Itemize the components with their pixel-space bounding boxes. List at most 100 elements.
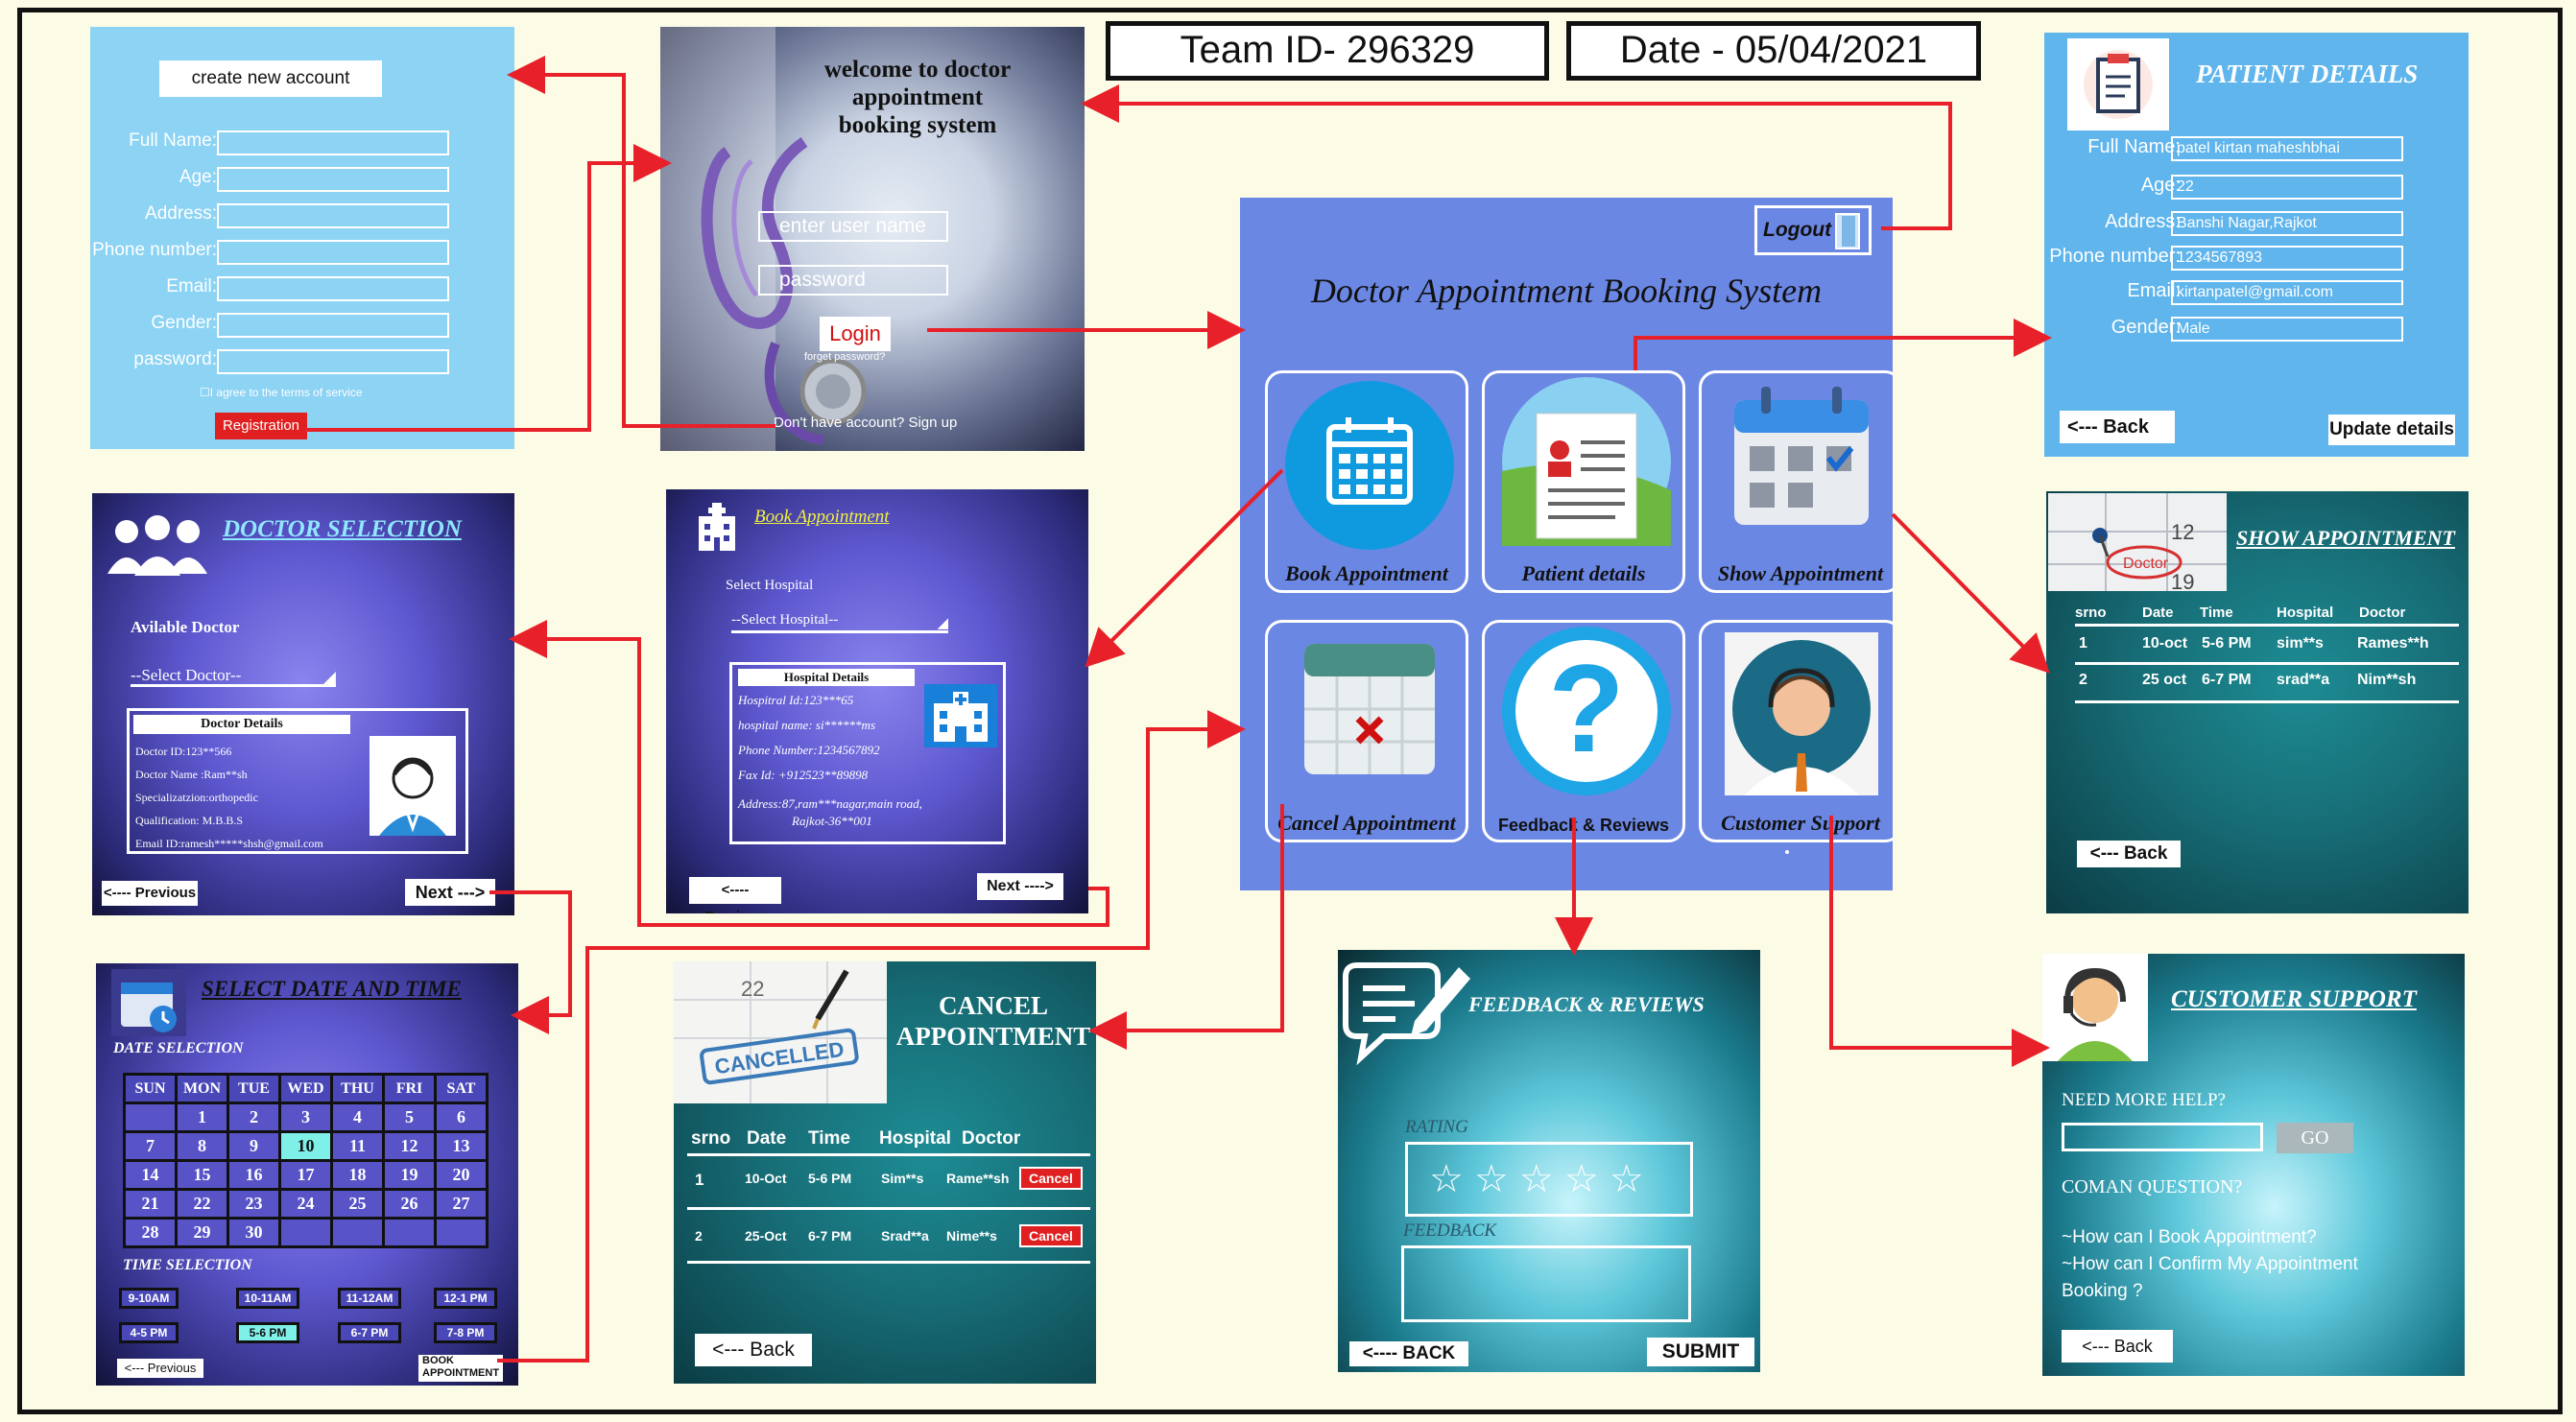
calendar-day[interactable]: 13 [434, 1130, 489, 1162]
tile-feedback-reviews[interactable]: ? Feedback & Reviews [1482, 620, 1685, 842]
time-slot[interactable]: 11-12AM [338, 1288, 401, 1309]
calendar-day[interactable]: 29 [175, 1217, 229, 1248]
username-input[interactable]: enter user name [758, 211, 948, 242]
checkbox-icon[interactable]: ☐ [200, 386, 210, 399]
calendar-empty [434, 1217, 489, 1248]
back-button[interactable]: <--- Back [2077, 841, 2181, 867]
patient-value-gender[interactable]: Male [2171, 317, 2403, 342]
registration-button[interactable]: Registration [215, 413, 307, 439]
help-input[interactable] [2062, 1123, 2263, 1151]
hospital-select[interactable]: --Select Hospital-- ◢ [731, 612, 948, 633]
cancel-button[interactable]: Cancel [1019, 1167, 1083, 1190]
tile-cancel-appointment[interactable]: Cancel Appointment [1265, 620, 1468, 842]
input-password[interactable] [217, 349, 449, 374]
calendar-day[interactable]: 6 [434, 1102, 489, 1133]
go-button[interactable]: GO [2277, 1123, 2353, 1153]
calendar-day[interactable]: 2 [227, 1102, 281, 1133]
signup-link[interactable]: Don't have account? Sign up [774, 415, 958, 431]
back-button[interactable]: <--- Back [695, 1334, 812, 1366]
calendar-day[interactable]: 16 [227, 1159, 281, 1191]
time-slot[interactable]: 7-8 PM [434, 1322, 497, 1343]
patient-value-address[interactable]: Banshi Nagar,Rajkot [2171, 211, 2403, 236]
calendar-day[interactable]: 24 [278, 1188, 333, 1220]
calendar-day[interactable]: 12 [382, 1130, 437, 1162]
svg-text:12: 12 [2171, 520, 2194, 544]
patient-value-age[interactable]: 22 [2171, 175, 2403, 200]
next-button[interactable]: Next ---> [405, 879, 495, 906]
back-button[interactable]: <--- Back [2062, 1330, 2173, 1363]
rating-stars[interactable]: ☆ ☆ ☆ ☆ ☆ [1405, 1142, 1693, 1217]
update-details-button[interactable]: Update details [2328, 415, 2455, 445]
calendar-day[interactable]: 27 [434, 1188, 489, 1220]
calendar-day[interactable]: 14 [123, 1159, 178, 1191]
calendar-day[interactable]: 7 [123, 1130, 178, 1162]
book-appointment-button[interactable]: BOOK APPOINTMENT [418, 1355, 503, 1382]
calendar-day[interactable]: 10 [278, 1130, 333, 1162]
forgot-password-link[interactable]: forget password? [804, 351, 886, 363]
previous-button[interactable]: <--- Previous [117, 1359, 203, 1378]
cancel-button[interactable]: Cancel [1019, 1224, 1083, 1247]
cell: Rame**sh [946, 1171, 1010, 1186]
calendar-day[interactable]: 18 [330, 1159, 385, 1191]
patient-value-phone[interactable]: 1234567893 [2171, 246, 2403, 271]
calendar-day[interactable]: 3 [278, 1102, 333, 1133]
input-email[interactable] [217, 276, 449, 301]
input-full-name[interactable] [217, 130, 449, 155]
calendar-day[interactable]: 30 [227, 1217, 281, 1248]
terms-checkbox-label[interactable]: ☐I agree to the terms of service [200, 386, 363, 399]
login-button[interactable]: Login [820, 317, 891, 351]
next-button[interactable]: Next ----> [977, 873, 1063, 900]
calendar-day[interactable]: 26 [382, 1188, 437, 1220]
back-button[interactable]: <---- BACK [1349, 1341, 1468, 1366]
calendar-day[interactable]: 5 [382, 1102, 437, 1133]
time-slot[interactable]: 12-1 PM [434, 1288, 497, 1309]
time-slot[interactable]: 6-7 PM [338, 1322, 401, 1343]
calendar-day[interactable]: 19 [382, 1159, 437, 1191]
calendar-day[interactable]: 1 [175, 1102, 229, 1133]
divider [687, 1153, 1090, 1156]
time-slot[interactable]: 9-10AM [119, 1288, 179, 1309]
calendar-day[interactable]: 20 [434, 1159, 489, 1191]
support-agent-icon [1725, 632, 1878, 795]
calendar-day[interactable]: 11 [330, 1130, 385, 1162]
input-gender[interactable] [217, 313, 449, 338]
col-hospital: Hospital [879, 1128, 951, 1149]
tile-customer-support[interactable]: Customer Support [1699, 620, 1893, 842]
submit-button[interactable]: SUBMIT [1647, 1338, 1754, 1366]
input-phone[interactable] [217, 240, 449, 265]
time-slot[interactable]: 10-11AM [236, 1288, 299, 1309]
doctor-selection-screen: DOCTOR SELECTION Avilable Doctor --Selec… [92, 493, 514, 915]
previous-button[interactable]: <---- Previous [689, 877, 781, 913]
time-slot[interactable]: 5-6 PM [236, 1322, 299, 1343]
patient-value-name[interactable]: patel kirtan maheshbhai [2171, 136, 2403, 161]
calendar-day[interactable]: 4 [330, 1102, 385, 1133]
logout-button[interactable]: Logout [1754, 205, 1872, 255]
faq-item[interactable]: ~How can I Confirm My Appointment [2062, 1254, 2358, 1274]
doctor-detail: Specializatzion:orthopedic [135, 791, 258, 804]
input-address[interactable] [217, 203, 449, 228]
calendar-day[interactable]: 25 [330, 1188, 385, 1220]
previous-button[interactable]: <---- Previous [102, 881, 198, 906]
patient-value-email[interactable]: kirtanpatel@gmail.com [2171, 280, 2403, 305]
tile-book-appointment[interactable]: Book Appointment [1265, 370, 1468, 593]
calendar-day[interactable]: 22 [175, 1188, 229, 1220]
calendar-day[interactable]: 15 [175, 1159, 229, 1191]
hospital-details-list: Hospitral Id:123***65 hospital name: si*… [738, 688, 922, 830]
calendar-day[interactable]: 17 [278, 1159, 333, 1191]
cell: 25 oct [2142, 672, 2187, 688]
input-age[interactable] [217, 167, 449, 192]
time-slot[interactable]: 4-5 PM [119, 1322, 179, 1343]
calendar-day[interactable]: 23 [227, 1188, 281, 1220]
doctor-select[interactable]: --Select Doctor-- ◢ [131, 666, 336, 687]
calendar-day[interactable]: 9 [227, 1130, 281, 1162]
hospital-detail: Rajkot-36**001 [792, 814, 872, 828]
password-input[interactable]: password [758, 265, 948, 296]
tile-show-appointment[interactable]: Show Appointment [1699, 370, 1893, 593]
back-button[interactable]: <--- Back [2060, 411, 2175, 443]
calendar-day[interactable]: 21 [123, 1188, 178, 1220]
calendar-day[interactable]: 28 [123, 1217, 178, 1248]
faq-item[interactable]: ~How can I Book Appointment? [2062, 1227, 2317, 1247]
calendar-day[interactable]: 8 [175, 1130, 229, 1162]
tile-patient-details[interactable]: Patient details [1482, 370, 1685, 593]
feedback-textarea[interactable] [1401, 1245, 1691, 1322]
